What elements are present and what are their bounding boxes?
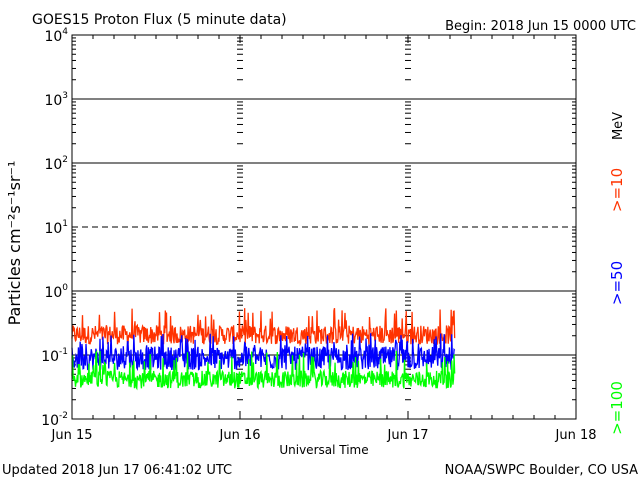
legend-entry-0: >=10 bbox=[608, 168, 626, 212]
y-tick-labels: 10-2 10-1 100 101 102 103 104 bbox=[41, 27, 68, 429]
x-axis-label: Universal Time bbox=[279, 443, 368, 457]
y-tick-label: 10-1 bbox=[41, 347, 68, 365]
y-tick-label: 101 bbox=[44, 219, 68, 237]
x-tick-label: Jun 16 bbox=[219, 428, 261, 443]
y-tick-label: 102 bbox=[44, 155, 68, 173]
x-tick-label: Jun 15 bbox=[51, 428, 93, 443]
legend-unit: MeV bbox=[611, 112, 626, 140]
begin-time-label: Begin: 2018 Jun 15 0000 UTC bbox=[445, 19, 636, 34]
legend-entry-2: >=100 bbox=[608, 381, 626, 435]
footer-credit: NOAA/SWPC Boulder, CO USA bbox=[445, 463, 638, 478]
x-tick-label: Jun 17 bbox=[387, 428, 429, 443]
series-line-0 bbox=[71, 308, 456, 347]
series-line-2 bbox=[71, 349, 456, 391]
y-tick-label: 104 bbox=[44, 27, 68, 45]
y-tick-label: 100 bbox=[44, 283, 68, 301]
legend-entry-1: >=50 bbox=[608, 261, 626, 305]
plot-frame bbox=[71, 34, 577, 420]
chart-title: GOES15 Proton Flux (5 minute data) bbox=[32, 12, 287, 28]
plot-grid bbox=[71, 35, 577, 419]
footer-updated: Updated 2018 Jun 17 06:41:02 UTC bbox=[2, 463, 232, 478]
series-line-1 bbox=[71, 333, 456, 372]
y-tick-label: 103 bbox=[44, 91, 68, 109]
legend: >=100 >=50 >=10 MeV bbox=[608, 112, 626, 435]
x-tick-labels: Jun 15 Jun 16 Jun 17 Jun 18 bbox=[51, 428, 597, 443]
y-axis-label: Particles cm⁻²s⁻¹sr⁻¹ bbox=[5, 161, 24, 326]
x-tick-label: Jun 18 bbox=[555, 428, 597, 443]
series-layer bbox=[71, 308, 456, 391]
y-tick-label: 10-2 bbox=[41, 411, 68, 429]
